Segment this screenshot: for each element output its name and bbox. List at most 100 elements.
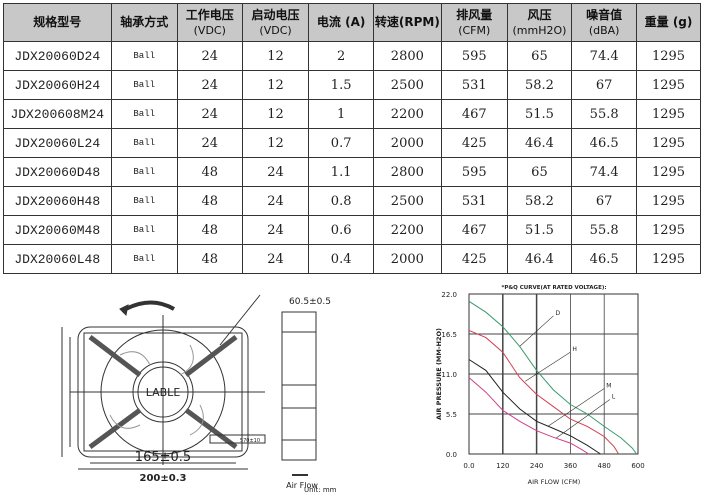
table-cell: JDX20060D24 [3, 41, 112, 71]
header-unit: (dBA) [588, 23, 620, 37]
x-tick-label: 360 [564, 462, 577, 470]
table-cell: 74.4 [571, 41, 638, 71]
table-cell: 48 [176, 215, 243, 245]
table-cell: 24 [176, 128, 243, 158]
table-cell: 2500 [372, 70, 442, 100]
table-cell: 65 [506, 41, 573, 71]
table-cell: Ball [110, 215, 178, 245]
table-cell: 2000 [372, 244, 442, 274]
series-leader-line [525, 351, 571, 382]
table-cell: JDX20060D48 [3, 157, 112, 187]
header-cn: 电流 (A) [316, 15, 366, 29]
table-cell: 0.6 [308, 215, 374, 245]
table-cell: JDX20060H48 [3, 186, 112, 216]
table-cell: 0.7 [308, 128, 374, 158]
table-cell: JDX20060L48 [3, 244, 112, 274]
column-header: 轴承方式 [110, 3, 178, 42]
table-cell: 2800 [372, 41, 442, 71]
table-cell: 12 [241, 41, 310, 71]
table-row: JDX20060D24 Ball 24 12 2 2800 595 65 74.4 1295 [3, 41, 701, 71]
table-cell: Ball [110, 99, 178, 129]
series-line-M [468, 359, 601, 455]
table-cell: 46.4 [506, 244, 573, 274]
column-header: 重量 (g) [636, 3, 701, 42]
table-cell: 1295 [636, 99, 701, 129]
table-cell: 1295 [636, 244, 701, 274]
series-line-H [468, 329, 620, 455]
table-cell: 425 [440, 128, 508, 158]
table-row: JDX20060H48 Ball 48 24 0.8 2500 531 58.2 67 1295 [3, 186, 701, 216]
series-label: H [572, 346, 577, 353]
table-cell: 58.2 [506, 186, 573, 216]
table-cell: Ball [110, 157, 178, 187]
table-cell: 48 [176, 186, 243, 216]
series-leader-line [556, 399, 611, 439]
table-cell: 1.5 [308, 70, 374, 100]
x-tick-label: 0.0 [463, 462, 474, 470]
table-cell: 531 [440, 186, 508, 216]
table-cell: Ball [110, 186, 178, 216]
table-cell: 51.5 [506, 215, 573, 245]
column-header: 排风量 (CFM) [440, 3, 508, 42]
table-cell: JDX200608M24 [3, 99, 112, 129]
table-cell: 24 [241, 186, 310, 216]
label-text: LABLE [146, 386, 181, 399]
fan-side-drawing: 60.5±0.5 Air Flow [281, 297, 331, 490]
table-cell: 1295 [636, 186, 701, 216]
table-cell: 2800 [372, 157, 442, 187]
header-cn: 轴承方式 [120, 15, 169, 29]
table-cell: 425 [440, 244, 508, 274]
header-cn: 风压 [527, 7, 552, 22]
series-line-L [468, 377, 589, 455]
dim-hole-spacing: 165±0.5 [135, 450, 191, 465]
table-row: JDX20060L24 Ball 24 12 0.7 2000 425 46.4 46.5 129… [3, 128, 701, 158]
header-cn: 排风量 [456, 7, 493, 22]
table-cell: 1.1 [308, 157, 374, 187]
x-tick-label: 120 [496, 462, 509, 470]
table-cell: 55.8 [571, 99, 638, 129]
table-cell: 24 [176, 99, 243, 129]
table-cell: 55.8 [571, 215, 638, 245]
y-tick-label: 0.0 [446, 451, 457, 459]
table-cell: 58.2 [506, 70, 573, 100]
header-cn: 启动电压 [251, 7, 300, 22]
y-tick-label: 16.5 [441, 331, 457, 339]
table-cell: 46.4 [506, 128, 573, 158]
table-cell: JDX20060L24 [3, 128, 112, 158]
table-cell: 1295 [636, 41, 701, 71]
column-header: 噪音值 (dBA) [571, 3, 638, 42]
header-cn: 噪音值 [586, 7, 623, 22]
table-cell: 24 [241, 215, 310, 245]
series-label: D [556, 310, 561, 317]
table-cell: 2500 [372, 186, 442, 216]
dim-width: 200±0.3 [140, 473, 187, 484]
column-header: 转速(RPM) [372, 3, 442, 42]
table-row: JDX20060D48 Ball 48 24 1.1 2800 595 65 74.4 1295 [3, 157, 701, 187]
table-cell: 1295 [636, 157, 701, 187]
table-cell: 67 [571, 186, 638, 216]
table-cell: 48 [176, 244, 243, 274]
column-header: 风压 (mmH2O) [506, 3, 573, 42]
table-cell: 24 [176, 41, 243, 71]
chart-title: *P&Q CURVE(AT RATED VOLTAGE): [501, 285, 606, 291]
series-label: L [612, 393, 616, 400]
unit-label: Unit: mm [304, 486, 337, 494]
dim-depth: 60.5±0.5 [289, 297, 331, 307]
header-cn: 工作电压 [185, 7, 234, 22]
header-cn: 转速(RPM) [374, 15, 440, 29]
table-cell: 467 [440, 215, 508, 245]
series-line-D [468, 300, 638, 455]
table-cell: 12 [241, 99, 310, 129]
header-unit: (CFM) [458, 23, 491, 37]
x-tick-label: 480 [598, 462, 611, 470]
table-cell: 12 [241, 70, 310, 100]
column-header: 规格型号 [3, 3, 112, 42]
table-cell: 46.5 [571, 244, 638, 274]
table-cell: 595 [440, 157, 508, 187]
table-cell: 1 [308, 99, 374, 129]
x-axis-label: AIR FLOW (CFM) [528, 478, 581, 486]
x-tick-label: 240 [530, 462, 543, 470]
table-cell: 12 [241, 128, 310, 158]
table-cell: 46.5 [571, 128, 638, 158]
series-leader-line [547, 388, 605, 427]
